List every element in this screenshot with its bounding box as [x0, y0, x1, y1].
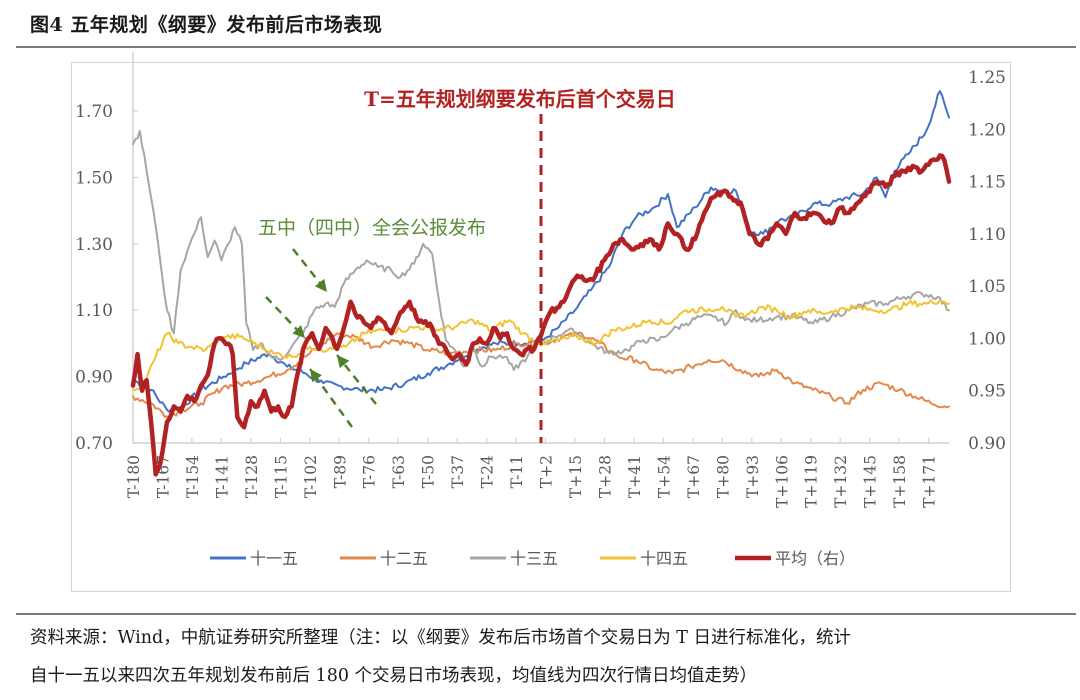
x-tick-label: T+132 — [832, 455, 850, 508]
x-tick-label: T+41 — [626, 455, 644, 498]
x-tick-label: T+93 — [744, 455, 762, 498]
x-tick-label: T-89 — [331, 455, 349, 488]
x-tick-label: T+80 — [714, 455, 732, 498]
title-divider — [16, 46, 1076, 48]
x-tick-label: T+28 — [596, 455, 614, 498]
left-tick-label: 0.70 — [75, 434, 113, 454]
right-tick-label: 1.25 — [968, 68, 1006, 88]
x-tick-label: T-128 — [243, 455, 261, 498]
x-tick-label: T+171 — [921, 455, 939, 508]
x-tick-label: T+54 — [655, 455, 673, 498]
legend-label-5: 平均（右） — [775, 549, 855, 568]
legend: 十一五 十二五 十三五 十四五 平均（右） — [210, 549, 855, 568]
x-tick-label: T+2 — [538, 455, 556, 488]
source-note-line-2: 自十一五以来四次五年规划发布前后 180 个交易日市场表现，均值线为四次行情日均… — [30, 666, 758, 686]
x-tick-label: T+106 — [773, 455, 791, 508]
x-tick-label: T-167 — [154, 455, 172, 498]
left-tick-label: 1.50 — [75, 168, 113, 188]
plenum-arrow-3-head — [337, 355, 350, 369]
right-tick-label: 1.15 — [968, 173, 1006, 193]
left-tick-label: 1.70 — [75, 102, 113, 122]
x-tick-label: T+15 — [567, 455, 585, 498]
left-tick-label: 0.90 — [75, 368, 113, 388]
right-tick-label: 0.90 — [968, 434, 1006, 454]
plenum-arrow-1-head — [314, 278, 327, 292]
plenum-label: 五中（四中）全会公报发布 — [258, 217, 486, 239]
x-tick-label: T+67 — [685, 455, 703, 498]
x-tick-label: T-115 — [272, 455, 290, 498]
left-tick-label: 1.30 — [75, 235, 113, 255]
legend-label-2: 十二五 — [380, 549, 428, 568]
x-tick-label: T-24 — [479, 455, 497, 488]
x-tick-label: T-63 — [390, 455, 408, 488]
t-line-label: T=五年规划纲要发布后首个交易日 — [364, 87, 676, 111]
x-tick-label: T-102 — [302, 455, 320, 498]
legend-label-4: 十四五 — [640, 549, 688, 568]
legend-label-3: 十三五 — [510, 549, 558, 568]
plenum-arrow-2-head — [292, 325, 305, 338]
x-tick-label: T-11 — [508, 455, 526, 488]
x-tick-label: T-50 — [420, 455, 438, 488]
x-tick-label: T-37 — [449, 455, 467, 488]
x-tick-label: T-76 — [361, 455, 379, 488]
figure-title: 图4 五年规划《纲要》发布前后市场表现 — [30, 14, 383, 36]
right-tick-label: 1.20 — [968, 120, 1006, 140]
chart-frame — [71, 62, 1011, 592]
source-divider — [16, 613, 1076, 615]
right-tick-label: 1.05 — [968, 277, 1006, 297]
left-tick-label: 1.10 — [75, 301, 113, 321]
x-tick-label: T+119 — [803, 455, 821, 508]
legend-label-1: 十一五 — [250, 549, 298, 568]
source-note-line-1: 资料来源：Wind，中航证券研究所整理（注：以《纲要》发布后市场首个交易日为 T… — [30, 628, 852, 648]
x-tick-label: T-180 — [125, 455, 143, 498]
right-tick-label: 1.00 — [968, 329, 1006, 349]
x-tick-label: T-154 — [184, 455, 202, 498]
x-tick-label: T+145 — [862, 455, 880, 508]
x-tick-label: T+158 — [891, 455, 909, 508]
x-tick-label: T-141 — [213, 455, 231, 498]
series-line-4 — [132, 299, 950, 391]
plenum-arrow-3-shaft — [336, 354, 377, 405]
right-tick-label: 1.10 — [968, 225, 1006, 245]
plenum-arrow-4-head — [310, 369, 322, 383]
right-tick-label: 0.95 — [968, 382, 1006, 402]
